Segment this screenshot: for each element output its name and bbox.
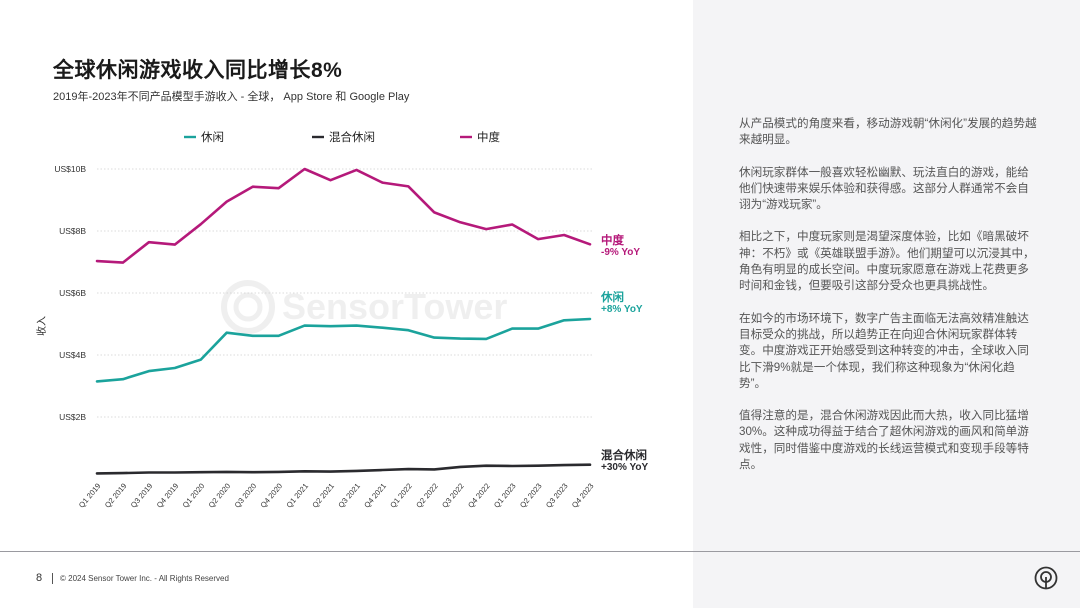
x-tick-label: Q4 2021	[362, 482, 388, 510]
commentary-pane	[693, 0, 1080, 608]
page-subtitle: 2019年-2023年不同产品模型手游收入 - 全球， App Store 和 …	[53, 91, 410, 103]
y-tick-label: US$8B	[59, 226, 86, 236]
series-end-label: 混合休闲	[601, 448, 647, 462]
x-tick-label: Q2 2019	[103, 482, 129, 510]
series-end-labels: 休闲+8% YoY 混合休闲+30% YoY 中度-9% YoY	[600, 233, 648, 473]
x-tick-label: Q1 2022	[388, 482, 414, 510]
x-tick-label: Q3 2022	[440, 482, 466, 510]
x-tick-label: Q1 2023	[492, 482, 518, 510]
series-yoy-label: +8% YoY	[601, 304, 643, 315]
paragraph: 相比之下，中度玩家则是渴望深度体验，比如《暗黑破坏神：不朽》或《英雄联盟手游》。…	[739, 230, 1035, 293]
series-end-label: 休闲	[600, 290, 624, 304]
watermark-text: SensorTower	[282, 286, 507, 327]
x-tick-label: Q2 2023	[518, 482, 544, 510]
sensor-tower-logo-icon	[1034, 566, 1058, 590]
chart-pane	[0, 0, 693, 608]
series-line	[95, 317, 592, 383]
footer-divider	[0, 551, 1080, 552]
x-tick-label: Q2 2021	[310, 482, 336, 510]
paragraph: 值得注意的是，混合休闲游戏因此而大热，收入同比猛增30%。这种成功得益于结合了超…	[739, 409, 1029, 472]
y-axis-label: 收入	[35, 316, 48, 336]
footer-separator	[52, 573, 53, 584]
legend-label: 混合休闲	[329, 130, 375, 144]
copyright-text: © 2024 Sensor Tower Inc. - All Rights Re…	[60, 574, 229, 583]
series-line	[95, 463, 592, 475]
paragraph: 从产品模式的角度来看，移动游戏朝“休闲化”发展的趋势越来越明显。	[739, 117, 1037, 147]
x-tick-label: Q2 2022	[414, 482, 440, 510]
commentary-text: 从产品模式的角度来看，移动游戏朝“休闲化”发展的趋势越来越明显。 休闲玩家群体一…	[739, 116, 1039, 489]
series-line	[95, 167, 592, 264]
page-number: 8	[36, 572, 43, 584]
x-tick-label: Q1 2020	[181, 482, 207, 510]
legend-label: 中度	[477, 130, 500, 144]
x-tick-label: Q2 2020	[207, 482, 233, 510]
y-tick-label: US$10B	[54, 164, 86, 174]
x-tick-label: Q3 2021	[336, 482, 362, 510]
y-tick-label: US$4B	[59, 350, 86, 360]
x-tick-label: Q4 2022	[466, 482, 492, 510]
chart-series	[95, 167, 592, 475]
legend-label: 休闲	[201, 130, 224, 144]
x-tick-label: Q3 2019	[129, 482, 155, 510]
series-yoy-label: +30% YoY	[601, 462, 648, 473]
x-tick-label: Q3 2020	[233, 482, 259, 510]
x-tick-label: Q4 2019	[155, 482, 181, 510]
paragraph: 休闲玩家群体一般喜欢轻松幽默、玩法直白的游戏，能给他们快速带来娱乐体验和获得感。…	[739, 165, 1029, 212]
y-tick-label: US$2B	[59, 412, 86, 422]
chart-legend: 休闲 混合休闲 中度	[184, 130, 500, 144]
series-end-label: 中度	[601, 233, 624, 247]
x-tick-label: Q1 2021	[284, 482, 310, 510]
x-tick-label: Q4 2020	[259, 482, 285, 510]
y-axis: US$2B US$4B US$6B US$8B US$10B	[54, 164, 86, 422]
page-title: 全球休闲游戏收入同比增长8%	[53, 59, 343, 82]
chart-watermark: SensorTower	[221, 280, 507, 334]
x-axis: Q1 2019 Q2 2019 Q3 2019 Q4 2019 Q1 2020 Q2 20…	[77, 482, 596, 510]
x-tick-label: Q3 2023	[544, 482, 570, 510]
revenue-line-chart: SensorTower US$2B US$4B US$6B US$8B US$10B 收…	[35, 130, 648, 510]
paragraph: 在如今的市场环境下，数字广告主面临无法高效精准触达目标受众的挑战，所以趋势正在向…	[739, 311, 1029, 390]
series-yoy-label: -9% YoY	[601, 247, 640, 258]
x-tick-label: Q1 2019	[77, 482, 103, 510]
x-tick-label: Q4 2023	[570, 482, 596, 510]
y-tick-label: US$6B	[59, 288, 86, 298]
